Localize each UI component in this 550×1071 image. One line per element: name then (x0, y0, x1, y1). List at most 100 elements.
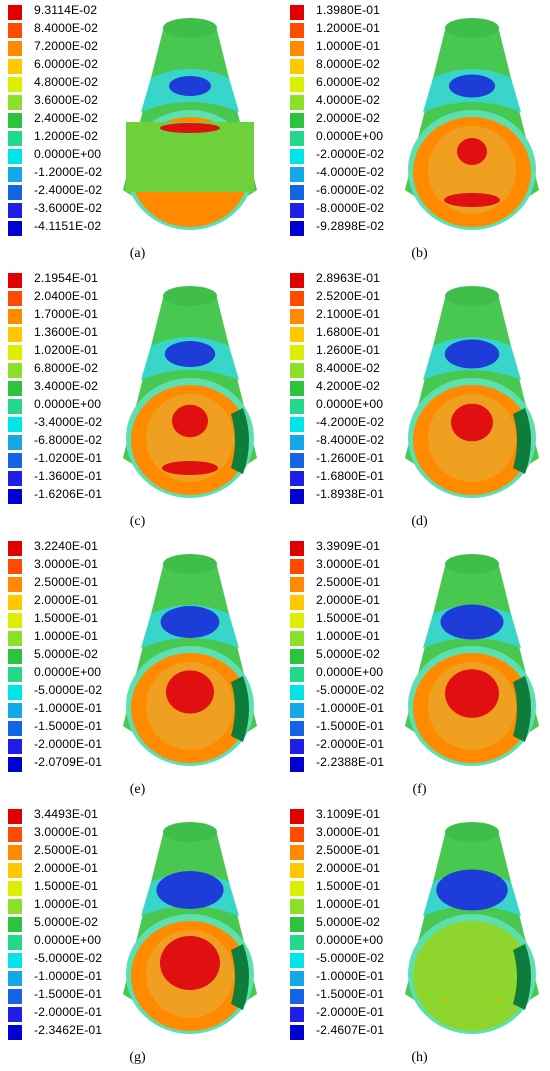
legend-value: 5.0000E-02 (316, 915, 381, 929)
hot-spot (457, 138, 487, 165)
panel-caption: (a) (129, 246, 146, 261)
legend-value: -2.0000E-01 (316, 737, 385, 751)
contour-plot (123, 286, 257, 498)
legend-swatch (8, 685, 22, 700)
legend-swatch (290, 917, 304, 932)
hot-spot (451, 403, 493, 442)
legend-swatch (8, 203, 22, 218)
legend-value: -1.8938E-01 (316, 487, 385, 501)
shell-top (163, 554, 217, 574)
legend-value: -1.5000E-01 (316, 987, 385, 1001)
legend-swatch (290, 363, 304, 378)
legend-swatch (8, 757, 22, 772)
legend-swatch (290, 935, 304, 950)
section-shadow (513, 676, 531, 742)
legend-value: 2.5200E-01 (316, 289, 381, 303)
legend-value: 1.0000E-01 (316, 629, 381, 643)
compression-zone (156, 871, 224, 909)
hot-spot (495, 998, 499, 1002)
legend-swatch (8, 149, 22, 164)
compression-zone (448, 74, 496, 98)
legend-value: 3.4493E-01 (34, 807, 99, 821)
shell-top (163, 822, 217, 842)
panel-a: 9.3114E-02 8.4000E-02 7.2000E-02 6.0000E-02… (0, 0, 275, 267)
contour-plot (405, 554, 539, 766)
legend-swatch (8, 613, 22, 628)
legend-swatch (8, 1007, 22, 1022)
legend-value: -1.0000E-01 (34, 969, 103, 983)
panel-g: 3.4493E-01 3.0000E-01 2.5000E-01 2.0000E-01… (0, 804, 275, 1071)
legend-value: 3.2240E-01 (34, 539, 99, 553)
legend-swatch (8, 185, 22, 200)
legend-value: 5.0000E-02 (316, 647, 381, 661)
hot-spot-lower (162, 461, 218, 475)
compression-zone (436, 869, 508, 911)
legend-swatch (290, 595, 304, 610)
legend-swatch (8, 827, 22, 842)
section-shadow (231, 944, 249, 1010)
panel-caption: (d) (411, 514, 428, 529)
legend-swatch (8, 77, 22, 92)
panel-caption: (c) (129, 514, 146, 529)
legend-swatch (290, 953, 304, 968)
legend-value: 3.4000E-02 (34, 379, 99, 393)
legend-swatch (8, 435, 22, 450)
contour-plot (123, 554, 257, 766)
legend-value: 2.0400E-01 (34, 289, 99, 303)
legend-value: 4.0000E-02 (316, 93, 381, 107)
legend-value: -2.4000E-02 (34, 183, 103, 197)
legend-swatch (290, 291, 304, 306)
legend-value: 3.0000E-01 (316, 557, 381, 571)
section-shadow (231, 408, 249, 474)
shell-top (445, 822, 499, 842)
panel-h: 3.1009E-01 3.0000E-01 2.5000E-01 2.0000E-01… (282, 804, 550, 1071)
legend-swatch (8, 399, 22, 414)
legend-swatch (290, 453, 304, 468)
legend-swatch (290, 827, 304, 842)
legend-swatch (290, 649, 304, 664)
legend-swatch (8, 309, 22, 324)
legend-value: -3.4000E-02 (34, 415, 103, 429)
section-shadow (513, 408, 531, 474)
legend-value: -4.2000E-02 (316, 415, 385, 429)
legend-swatch (8, 113, 22, 128)
hot-spot (160, 123, 220, 133)
legend-swatch (290, 185, 304, 200)
legend-value: 0.0000E+00 (34, 397, 102, 411)
legend-value: 0.0000E+00 (316, 665, 384, 679)
panel-caption: (g) (129, 1050, 146, 1065)
legend-swatch (8, 595, 22, 610)
legend-swatch (290, 41, 304, 56)
legend-swatch (290, 667, 304, 682)
legend-swatch (290, 1007, 304, 1022)
legend-swatch (290, 399, 304, 414)
legend-value: -9.2898E-02 (316, 219, 385, 233)
legend-value: -5.0000E-02 (316, 683, 385, 697)
legend-value: 0.0000E+00 (34, 933, 102, 947)
legend-swatch (290, 757, 304, 772)
legend-value: 2.5000E-01 (34, 843, 99, 857)
legend-swatch (8, 541, 22, 556)
legend-swatch (290, 435, 304, 450)
legend-value: 0.0000E+00 (34, 665, 102, 679)
legend-value: -4.1151E-02 (34, 219, 102, 233)
legend-swatch (8, 845, 22, 860)
legend-swatch (8, 363, 22, 378)
legend-swatch (290, 5, 304, 20)
shell-top (163, 286, 217, 306)
legend-value: 6.8000E-02 (34, 361, 99, 375)
legend-swatch (8, 899, 22, 914)
panel-caption: (h) (411, 1050, 428, 1065)
legend-value: -2.4607E-01 (316, 1023, 385, 1037)
legend-value: 5.0000E-02 (34, 915, 99, 929)
contour-plot (405, 286, 539, 498)
legend-value: 1.5000E-01 (34, 879, 99, 893)
legend-swatch (8, 453, 22, 468)
legend-value: -1.5000E-01 (34, 719, 103, 733)
legend-swatch (290, 577, 304, 592)
legend-value: 1.6800E-01 (316, 325, 381, 339)
section-shadow (513, 944, 531, 1010)
legend-swatch (290, 327, 304, 342)
legend-value: -5.0000E-02 (34, 951, 103, 965)
legend-value: 2.1954E-01 (34, 271, 99, 285)
